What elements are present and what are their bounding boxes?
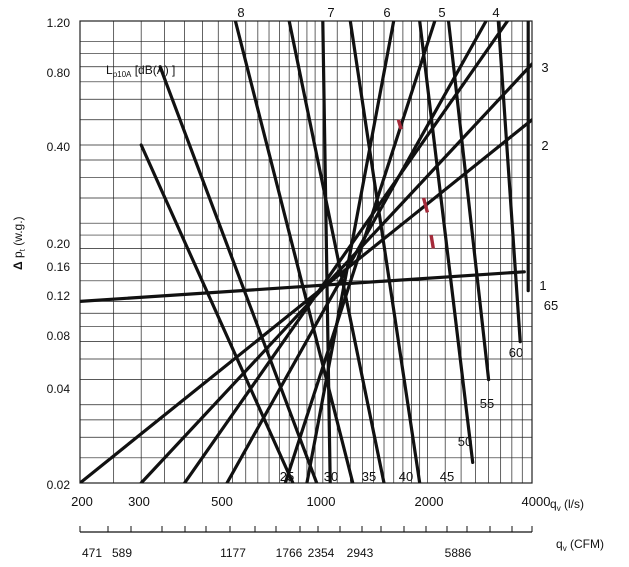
- sound-line-30: [158, 65, 319, 483]
- x-tick-label: 1000: [307, 494, 336, 509]
- x-axis-title: qv (l/s): [550, 497, 584, 513]
- damper-line-label: 5: [438, 5, 445, 20]
- curves: [80, 21, 532, 483]
- sound-line-label: 45: [440, 469, 454, 484]
- sound-line-label: 35: [362, 469, 376, 484]
- y-tick-label: 0.08: [47, 329, 71, 343]
- x-tick-label: 300: [128, 494, 150, 509]
- damper-line-5: [225, 21, 488, 483]
- cfm-tick-label: 471: [82, 546, 102, 560]
- damper-line-4: [183, 21, 510, 483]
- cfm-tick-label: 589: [112, 546, 132, 560]
- y-tick-label: 1.20: [47, 16, 71, 30]
- cfm-tick-label: 1177: [220, 546, 246, 560]
- x-tick-label: 200: [71, 494, 93, 509]
- sound-line-25: [139, 143, 295, 483]
- x-tick-label: 4000: [522, 494, 551, 509]
- damper-line-label: 3: [541, 60, 548, 75]
- highlight-segment: [396, 119, 403, 130]
- damper-line-label: 6: [383, 5, 390, 20]
- y-axis-title: Δ pt (w.g.): [11, 216, 27, 270]
- y-tick-label: 0.04: [47, 382, 71, 396]
- y-tick-label: 0.80: [47, 66, 71, 80]
- y-tick-label: 0.12: [47, 289, 71, 303]
- sound-line-35: [233, 21, 355, 483]
- sound-line-label: 25: [280, 469, 294, 484]
- sound-line-label: 55: [480, 396, 494, 411]
- damper-line-8: [321, 21, 332, 483]
- grid: [79, 20, 533, 484]
- y-tick-label: 0.40: [47, 140, 71, 154]
- x-tick-label: 2000: [415, 494, 444, 509]
- sound-line-label: 60: [509, 345, 523, 360]
- plot-frame: [79, 20, 533, 484]
- highlight-segment: [429, 234, 435, 249]
- sound-line-40: [287, 21, 386, 483]
- damper-line-label: 8: [237, 5, 244, 20]
- damper-line-label: 2: [541, 138, 548, 153]
- inner-label: Lp10A [dB(A) ]: [106, 63, 175, 79]
- cfm-tick-label: 1766: [276, 546, 303, 560]
- sound-line-label: 40: [399, 469, 413, 484]
- damper-line-6: [283, 21, 437, 483]
- damper-line-7: [305, 21, 396, 483]
- sound-line-45: [348, 21, 422, 483]
- damper-line-label: 1: [539, 278, 546, 293]
- cfm-axis-title: qv (CFM): [556, 537, 604, 553]
- cfm-tick-label: 2943: [347, 546, 374, 560]
- sound-line-label: 65: [544, 298, 558, 313]
- damper-line-label: 7: [327, 5, 334, 20]
- y-tick-label: 0.20: [47, 237, 71, 251]
- cfm-tick-label: 2354: [308, 546, 335, 560]
- damper-line-3: [139, 62, 532, 483]
- y-tick-label: 0.16: [47, 260, 71, 274]
- x-tick-label: 500: [211, 494, 233, 509]
- cfm-tick-label: 5886: [445, 546, 472, 560]
- sound-line-55: [446, 21, 491, 382]
- damper-line-label: 4: [492, 5, 499, 20]
- y-tick-label: 0.02: [47, 478, 71, 492]
- sound-line-label: 30: [324, 469, 338, 484]
- sound-line-60: [496, 21, 522, 344]
- sound-line-50: [418, 21, 475, 464]
- sound-line-label: 50: [458, 434, 472, 449]
- highlight-segment: [421, 197, 430, 213]
